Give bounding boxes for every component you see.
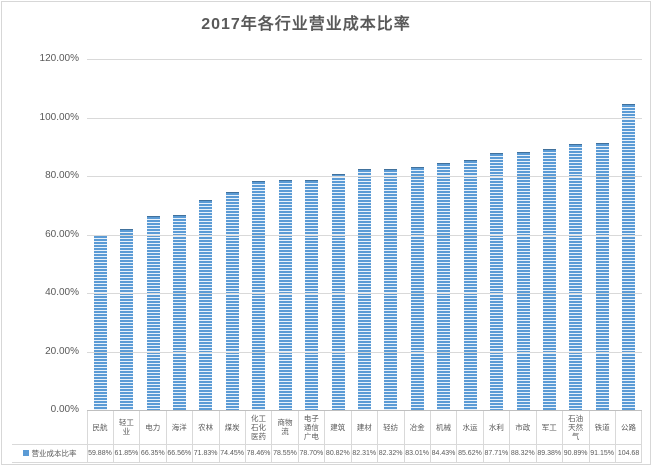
table-bottom-border	[12, 462, 642, 463]
category-cell: 商物流	[272, 410, 299, 444]
bar	[120, 229, 134, 410]
legend-label: 营业成本比率	[31, 448, 77, 458]
bar	[490, 153, 504, 410]
value-cell: 61.85%	[113, 444, 141, 462]
grid-line	[87, 59, 642, 60]
value-cell: 78.46%	[246, 444, 273, 462]
bar	[516, 151, 530, 410]
bar	[595, 143, 609, 410]
category-cell: 农林	[193, 410, 220, 444]
legend: 营业成本比率	[12, 444, 87, 462]
value-cell: 59.88%	[87, 444, 114, 462]
y-tick-label: 80.00%	[45, 170, 79, 181]
value-cell: 80.82%	[325, 444, 352, 462]
category-cell: 海洋	[166, 410, 194, 444]
value-cell: 104.68	[616, 444, 643, 462]
value-cell: 82.32%	[378, 444, 405, 462]
category-cell: 冶金	[404, 410, 432, 444]
category-cell: 水利	[483, 410, 511, 444]
category-cell: 轻纺	[378, 410, 405, 444]
y-tick-label: 40.00%	[45, 287, 79, 298]
category-cell: 石油天然气	[563, 410, 590, 444]
y-tick-label: 60.00%	[45, 228, 79, 240]
category-cell: 民航	[87, 410, 114, 444]
category-cell: 市政	[510, 410, 537, 444]
value-cell: 89.38%	[536, 444, 564, 462]
category-cell: 机械	[431, 410, 458, 444]
bar	[622, 103, 636, 410]
value-cell: 88.32%	[510, 444, 537, 462]
y-tick-label: 120.00%	[39, 53, 79, 64]
table-left-border	[87, 410, 88, 462]
bar	[463, 159, 477, 410]
bar	[173, 215, 186, 410]
bar	[305, 179, 319, 410]
value-cell: 90.89%	[563, 444, 590, 462]
legend-key-swatch	[22, 450, 29, 456]
value-cell: 71.83%	[193, 444, 220, 462]
category-cell: 军工	[536, 410, 564, 444]
category-cell: 建材	[351, 410, 379, 444]
grid-line	[87, 293, 642, 294]
bar	[93, 234, 107, 410]
bar	[146, 215, 160, 410]
category-cell: 轻工业	[113, 410, 141, 444]
chart-title: 2017年各行业营业成本比率	[201, 16, 411, 33]
value-cell: 87.71%	[483, 444, 511, 462]
bar	[199, 199, 213, 410]
bar	[384, 169, 398, 410]
value-cell: 78.55%	[272, 444, 299, 462]
bar	[410, 167, 424, 410]
value-cell: 91.15%	[589, 444, 617, 462]
bar	[437, 163, 451, 410]
bar	[252, 180, 266, 410]
grid-line	[87, 351, 642, 353]
category-cell: 公路	[616, 410, 643, 444]
grid-line	[87, 117, 642, 119]
value-cell: 66.35%	[140, 444, 167, 462]
category-cell: 电力	[140, 410, 167, 444]
value-cell: 74.45%	[219, 444, 247, 462]
bar	[278, 180, 292, 410]
value-cell: 84.43%	[431, 444, 458, 462]
category-cell: 电子通信广电	[298, 410, 326, 444]
category-cell: 水运	[457, 410, 484, 444]
grid-line	[87, 234, 642, 236]
value-cell: 83.01%	[404, 444, 432, 462]
value-cell: 82.31%	[351, 444, 379, 462]
value-cell: 66.56%	[166, 444, 194, 462]
y-tick-label: 0.00%	[50, 404, 79, 415]
category-cell: 建筑	[325, 410, 352, 444]
value-cell: 85.62%	[457, 444, 484, 462]
bar	[569, 144, 583, 410]
value-cell: 78.70%	[298, 444, 326, 462]
category-cell: 煤炭	[219, 410, 247, 444]
bar	[358, 169, 371, 410]
table-mid-border	[12, 444, 642, 445]
category-cell: 铁道	[589, 410, 617, 444]
bar	[543, 148, 556, 410]
category-cell: 化工石化医药	[246, 410, 273, 444]
y-tick-label: 100.00%	[39, 111, 79, 123]
x-axis-line	[87, 410, 642, 411]
bar	[225, 192, 239, 410]
bar	[331, 173, 345, 410]
y-tick-label: 20.00%	[45, 345, 79, 357]
grid-line	[87, 176, 642, 177]
